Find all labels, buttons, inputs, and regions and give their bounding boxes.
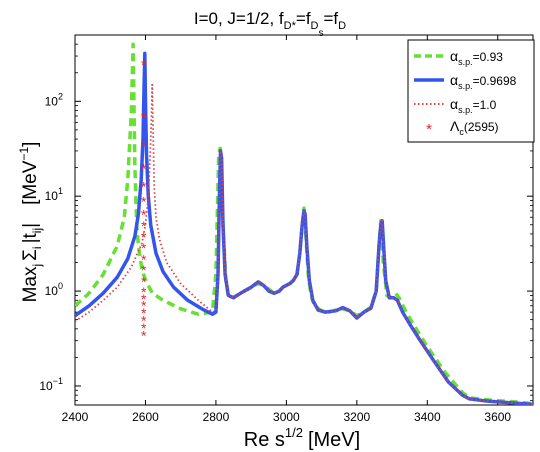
y-axis-label-sub-ij: ij (30, 228, 44, 233)
x-tick-label-3200: 3200 (343, 410, 370, 424)
x-tick-label-2600: 2600 (132, 410, 159, 424)
y-tick-label-3: 102 (45, 91, 63, 108)
marker-point: * (141, 229, 147, 245)
x-axis-label-unit: [MeV] (308, 429, 360, 451)
marker-point: * (141, 298, 147, 314)
marker-point: * (141, 313, 147, 329)
legend-label-1: α (450, 48, 458, 64)
marker-point: * (141, 284, 147, 300)
y-tick-label-0: 10−1 (39, 376, 63, 393)
plot-area: 2400 2600 2800 3000 3200 3400 3600 10−1 100 101 10… (39, 34, 534, 424)
marker-point: * (141, 194, 147, 210)
legend-text-3: αs.p.=1.0 (450, 96, 497, 115)
x-tick-label-3400: 3400 (414, 410, 441, 424)
legend-sub-2: s.p. (458, 81, 473, 91)
legend-item-1: αs.p.=0.93 (414, 48, 503, 67)
x-tick-label-3600: 3600 (484, 410, 511, 424)
x-axis-label-main: Re s (244, 429, 285, 451)
x-axis-label: Re s1/2 [MeV] (244, 425, 360, 451)
y-tick-label-2: 101 (45, 186, 63, 203)
legend: αs.p.=0.93 αs.p.=0.9698 αs.p.=1.0 * Λc(2… (407, 39, 535, 143)
legend-label-3: α (450, 96, 458, 112)
legend-item-3: αs.p.=1.0 (414, 96, 497, 115)
legend-item-4: * Λc(2595) (426, 118, 498, 138)
legend-sub-4: c (459, 127, 464, 137)
marker-point: * (141, 262, 147, 278)
marker-point: * (141, 161, 147, 177)
y-axis-label-unit-sup: −1 (17, 147, 31, 161)
x-tick-label-2400: 2400 (62, 410, 89, 424)
marker-point: * (141, 240, 147, 256)
marker-point: * (141, 252, 147, 268)
marker-point: * (141, 206, 147, 222)
plot-frame (74, 34, 534, 406)
y-axis-label-t: |t (20, 232, 41, 243)
x-tick-label-3000: 3000 (273, 410, 300, 424)
marker-point: * (141, 327, 147, 343)
legend-label-2: α (450, 72, 458, 88)
legend-text-2: αs.p.=0.9698 (450, 72, 517, 91)
marker-point: * (141, 178, 147, 194)
legend-value-3: =1.0 (473, 98, 497, 112)
series-line-2 (75, 51, 533, 405)
y-axis-label-main: Max (20, 266, 41, 302)
y-axis-label-sub-j: j (30, 264, 44, 268)
y-axis-label-bar: | (20, 223, 41, 228)
marker-point: * (141, 273, 147, 289)
marker-point: * (141, 138, 147, 154)
marker-point: * (141, 218, 147, 234)
legend-value-4: (2595) (464, 120, 499, 134)
y-tick-label-1: 100 (45, 281, 63, 298)
legend-label-4: Λ (450, 118, 460, 134)
chart-title-sub-3: D (338, 20, 346, 32)
legend-swatch-4: * (426, 121, 432, 138)
x-tick-label-2800: 2800 (203, 410, 230, 424)
y-axis-label-sub-i: i (30, 246, 44, 249)
y-axis-label: MaxjΣi |tij| [MeV−1] (17, 142, 44, 303)
legend-item-2: αs.p.=0.9698 (414, 72, 517, 91)
series-line-3 (75, 83, 533, 405)
y-axis-label-sum: Σ (20, 249, 41, 261)
chart-title-eq-2: =f (324, 9, 339, 28)
marker-point: * (141, 291, 147, 307)
chart-title-eq-1: =f (296, 9, 311, 28)
legend-value-2: =0.9698 (473, 74, 517, 88)
chart-title-sub-1: D* (284, 20, 297, 32)
marker-point: * (141, 57, 147, 73)
y-axis-label-unit: [MeV (20, 160, 41, 205)
chart-title-main: I=0, J=1/2, f (194, 9, 284, 28)
x-axis-label-sup: 1/2 (285, 425, 303, 440)
chart-title: I=0, J=1/2, fD*=fDs=fD (194, 9, 346, 39)
marker-point: * (141, 320, 147, 336)
marker-point: * (141, 305, 147, 321)
legend-value-1: =0.93 (473, 50, 504, 64)
legend-text-4: Λc(2595) (450, 118, 499, 137)
legend-sub-3: s.p. (458, 105, 473, 115)
legend-sub-1: s.p. (458, 57, 473, 67)
chart-title-sub-2: D (311, 20, 319, 32)
chart-title-sub-2b: s (319, 28, 324, 39)
y-axis-label-unit-close: ] (20, 142, 41, 147)
marker-point: * (141, 109, 147, 125)
legend-text-1: αs.p.=0.93 (450, 48, 503, 67)
